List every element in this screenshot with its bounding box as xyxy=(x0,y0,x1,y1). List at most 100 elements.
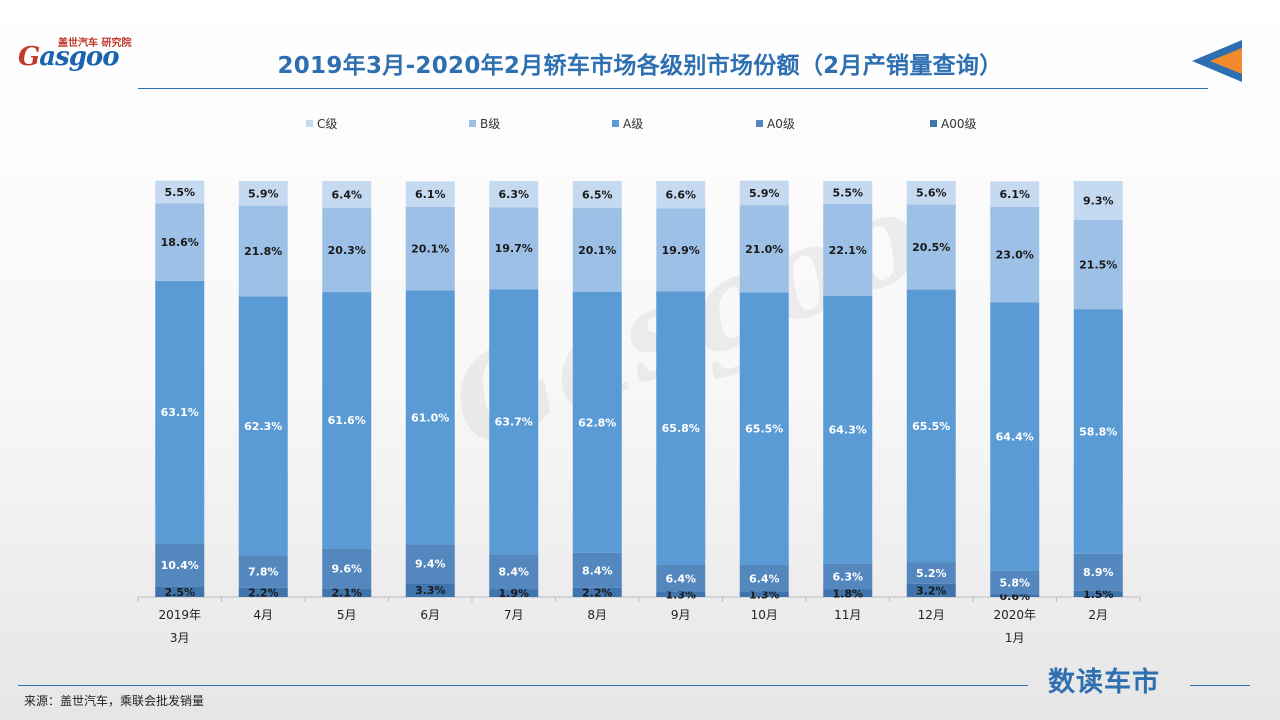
data-label: 61.6% xyxy=(328,414,366,427)
data-label: 2.5% xyxy=(164,586,195,599)
data-label: 65.5% xyxy=(745,423,783,436)
data-label: 19.7% xyxy=(495,242,533,255)
data-label: 5.2% xyxy=(916,567,947,580)
title-rule xyxy=(138,88,1208,89)
page-title: 2019年3月-2020年2月轿车市场各级别市场份额（2月产销量查询） xyxy=(277,53,1003,79)
bar-segment xyxy=(572,208,622,292)
logo-cn-2: 研究院 xyxy=(101,38,132,49)
bar-segment xyxy=(572,552,622,588)
x-tick-label: 7月 xyxy=(504,608,524,622)
bar-segment xyxy=(656,591,706,597)
bar-segment xyxy=(155,543,205,587)
data-label: 58.8% xyxy=(1079,425,1117,438)
data-label: 3.2% xyxy=(916,584,947,597)
bar-segment xyxy=(155,180,205,204)
bar-segment xyxy=(739,564,789,592)
bar-segment xyxy=(322,207,372,293)
data-label: 2.1% xyxy=(331,587,362,600)
bar-segment xyxy=(489,289,539,555)
bar-segment xyxy=(906,204,956,290)
bar-segment xyxy=(322,548,372,589)
bar-segment xyxy=(572,181,622,209)
data-label: 9.4% xyxy=(415,558,446,571)
x-tick-label: 2019年 xyxy=(158,608,201,622)
legend-label: C级 xyxy=(317,117,338,131)
data-label: 21.0% xyxy=(745,243,783,256)
data-label: 19.9% xyxy=(662,244,700,257)
bar-segment xyxy=(238,205,288,297)
data-label: 20.1% xyxy=(411,243,449,256)
data-label: 6.4% xyxy=(665,572,696,585)
data-label: 6.4% xyxy=(331,188,362,201)
data-label: 62.8% xyxy=(578,416,616,429)
x-tick-label: 9月 xyxy=(671,608,691,622)
bar-segment xyxy=(823,563,873,590)
bar-segment xyxy=(238,296,288,556)
data-label: 65.5% xyxy=(912,420,950,433)
data-label: 21.5% xyxy=(1079,258,1117,271)
data-label: 2.2% xyxy=(248,586,279,599)
bar-segment xyxy=(823,295,873,564)
bar-segment xyxy=(990,302,1040,571)
bar-segment xyxy=(1073,219,1123,310)
bar-segment xyxy=(238,555,288,588)
bar-segment xyxy=(990,181,1040,207)
x-tick-label: 11月 xyxy=(834,608,861,622)
legend-item: A00级 xyxy=(930,115,976,132)
data-label: 63.1% xyxy=(161,406,199,419)
legend-label: A00级 xyxy=(941,117,977,131)
bar-segment xyxy=(489,181,539,208)
bar-segment xyxy=(739,180,789,206)
data-label: 6.6% xyxy=(665,189,696,202)
bar-segment xyxy=(405,206,455,291)
data-label: 1.5% xyxy=(1083,588,1114,601)
footer-rule xyxy=(18,685,1028,686)
bar-segment xyxy=(238,181,288,206)
bar-segment xyxy=(656,564,706,592)
data-label: 6.1% xyxy=(999,188,1030,201)
legend-swatch xyxy=(469,120,476,127)
data-label: 9.6% xyxy=(331,562,362,575)
data-label: 5.6% xyxy=(916,187,947,200)
data-label: 61.0% xyxy=(411,411,449,424)
bar-segment xyxy=(906,583,956,597)
data-label: 20.1% xyxy=(578,244,616,257)
data-label: 23.0% xyxy=(996,249,1034,262)
bar-segment xyxy=(990,594,1040,597)
legend-item: A0级 xyxy=(756,115,795,132)
chart-legend: C级 B级 A级 A0级 A00级 xyxy=(0,112,1280,136)
gasgoo-logo: 盖世汽车 研究院 Gasgoo xyxy=(18,34,138,74)
data-label: 7.8% xyxy=(248,566,279,579)
bar-segment xyxy=(990,206,1040,303)
footer-rule-right xyxy=(1190,685,1250,686)
bar-segment xyxy=(1073,553,1123,591)
data-label: 9.3% xyxy=(1083,194,1114,207)
bar-segment xyxy=(1073,590,1123,597)
x-tick-label: 8月 xyxy=(587,608,607,622)
bar-segment xyxy=(322,292,372,549)
data-label: 10.4% xyxy=(161,559,199,572)
logo-rest: asgoo xyxy=(39,42,119,72)
bar-segment xyxy=(739,205,789,293)
logo-g: G xyxy=(18,42,40,72)
x-tick-label: 5月 xyxy=(337,608,357,622)
data-label: 65.8% xyxy=(662,422,700,435)
data-label: 18.6% xyxy=(161,236,199,249)
bar-segment xyxy=(155,586,205,597)
bar-segment xyxy=(572,587,622,597)
bar-segment xyxy=(906,562,956,584)
bar-segment xyxy=(489,207,539,290)
x-tick-label: 3月 xyxy=(170,631,190,645)
bar-segment xyxy=(322,181,372,208)
data-label: 8.9% xyxy=(1083,566,1114,579)
bar-segment xyxy=(572,291,622,553)
bar-segment xyxy=(238,587,288,597)
bar-segment xyxy=(405,583,455,597)
data-label: 20.5% xyxy=(912,241,950,254)
bar-segment xyxy=(656,181,706,209)
bar-segment xyxy=(322,588,372,597)
data-label: 6.3% xyxy=(832,570,863,583)
x-tick-label: 6月 xyxy=(420,608,440,622)
x-tick-label: 10月 xyxy=(751,608,778,622)
